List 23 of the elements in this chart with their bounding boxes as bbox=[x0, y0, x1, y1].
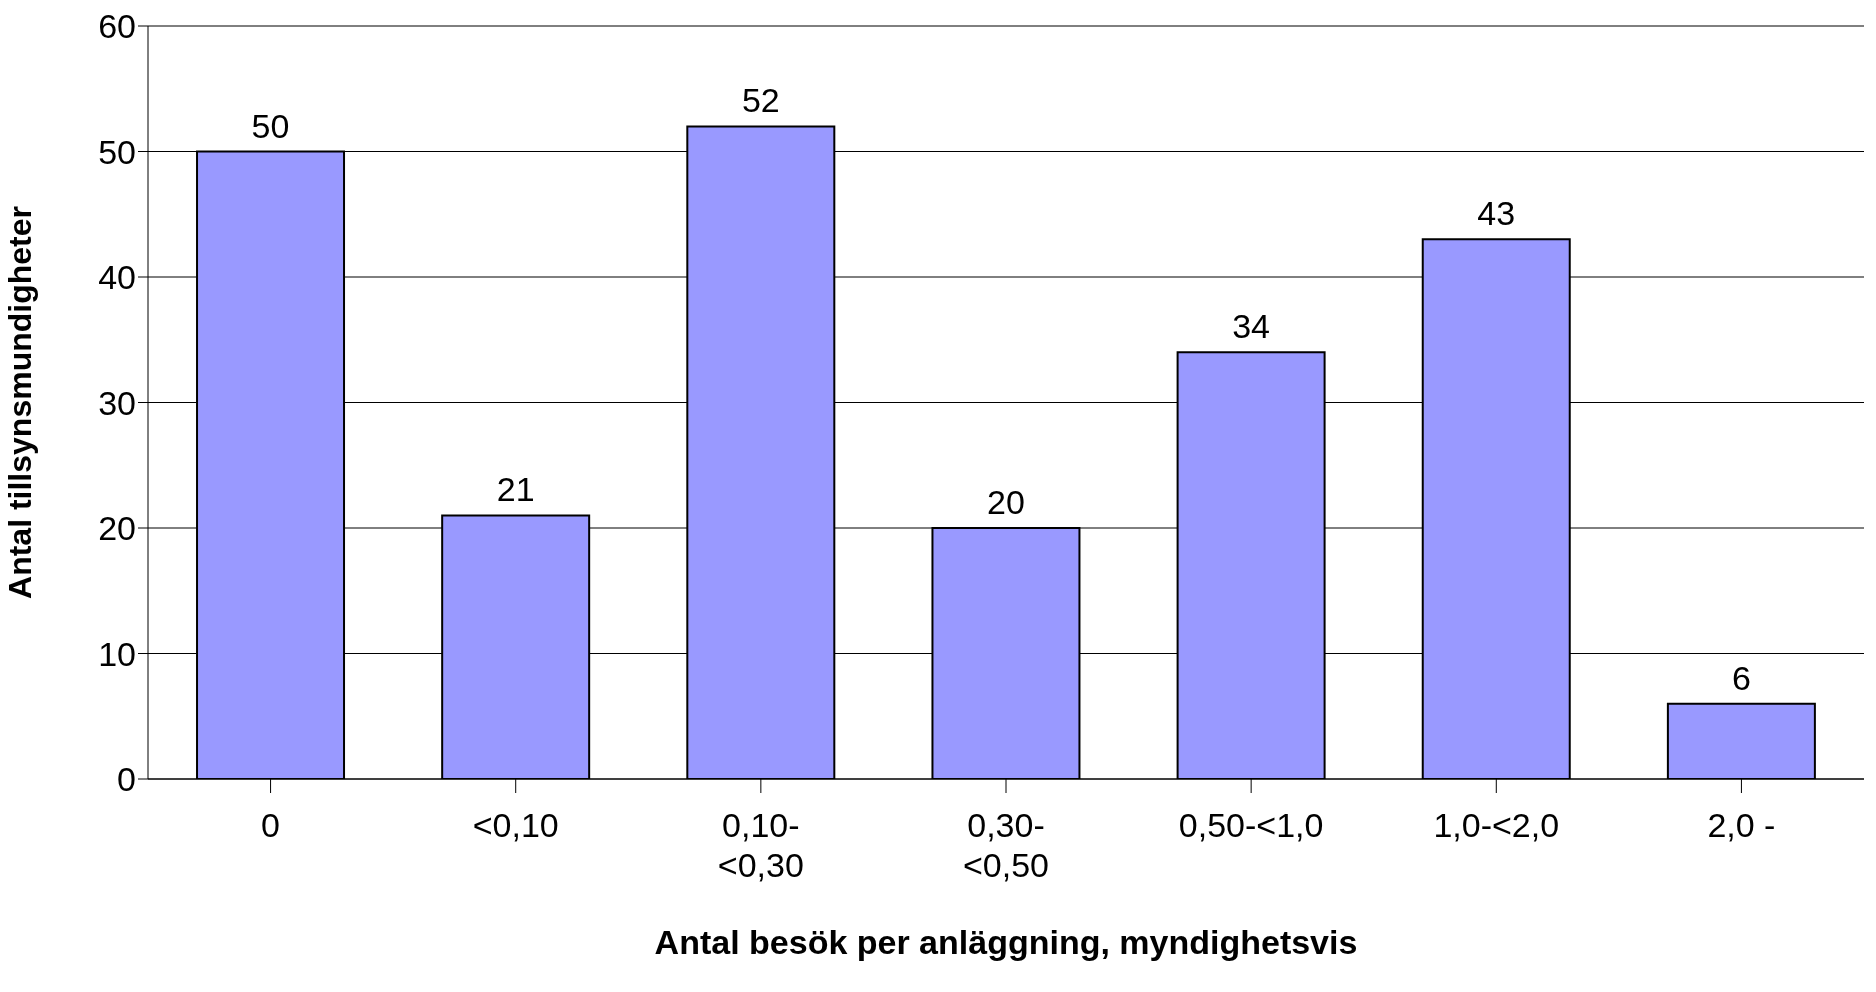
data-label: 43 bbox=[1477, 194, 1516, 233]
data-label: 6 bbox=[1731, 658, 1751, 697]
x-tick-label: 0,50-<1,0 bbox=[1178, 806, 1324, 844]
y-tick-label: 10 bbox=[98, 634, 136, 673]
y-tick-label: 0 bbox=[117, 760, 136, 799]
y-tick-label: 40 bbox=[98, 258, 136, 297]
x-tick-label: 1,0-<2,0 bbox=[1433, 806, 1560, 844]
x-axis-title: Antal besök per anläggning, myndighetsvis bbox=[654, 923, 1358, 961]
y-tick-label: 30 bbox=[98, 383, 136, 422]
data-label: 21 bbox=[496, 470, 535, 509]
y-tick-label: 20 bbox=[98, 509, 136, 548]
y-tick-label: 60 bbox=[98, 7, 136, 46]
data-label: 52 bbox=[741, 81, 780, 120]
x-tick-label: 2,0 - bbox=[1707, 806, 1776, 844]
data-label: 34 bbox=[1232, 307, 1271, 346]
x-tick-label: <0,10 bbox=[472, 806, 559, 844]
y-axis-title: Antal tillsynsmundigheter bbox=[2, 206, 39, 599]
y-tick-label: 50 bbox=[98, 132, 136, 171]
x-tick-label: 0 bbox=[261, 806, 281, 844]
data-label: 20 bbox=[987, 483, 1025, 521]
data-label: 50 bbox=[251, 106, 290, 145]
x-tick-label: 0,30-<0,50 bbox=[962, 806, 1050, 884]
x-tick-label: 0,10-<0,30 bbox=[717, 806, 804, 884]
